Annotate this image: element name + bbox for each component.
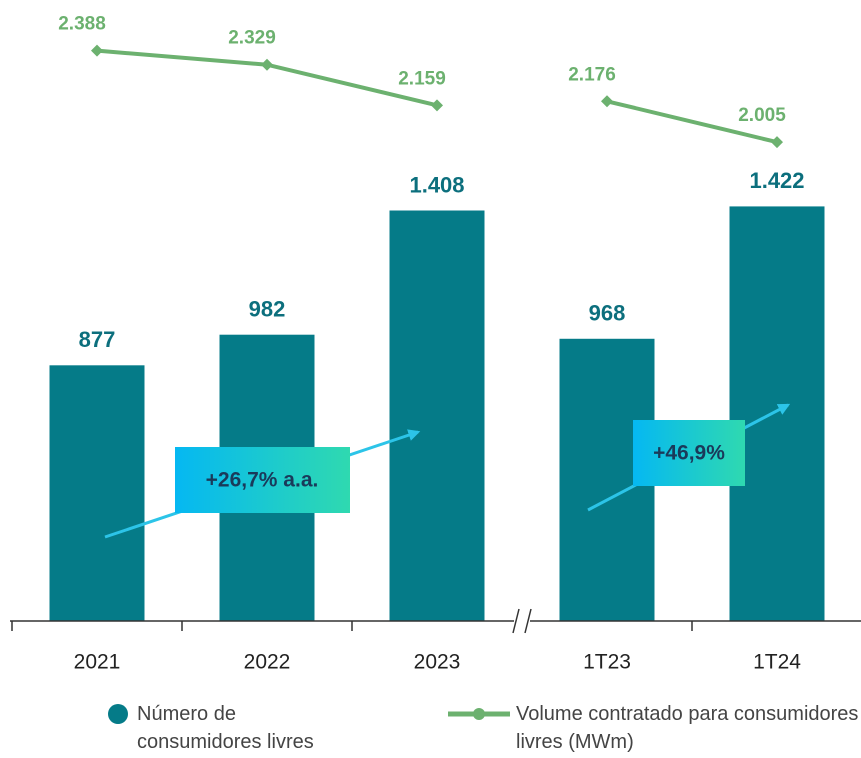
line <box>606 99 778 145</box>
annotation-box <box>175 447 350 513</box>
legend-label: Volume contratado para consumidores livr… <box>516 703 859 753</box>
line-value-label: 2.005 <box>738 105 786 126</box>
line-point <box>431 99 443 112</box>
legend-label: Número de consumidores livres <box>137 703 314 753</box>
bar-value-label: 1.422 <box>749 168 804 193</box>
axis-break <box>512 608 520 634</box>
line-value-label: 2.329 <box>228 28 276 49</box>
annotation: +26,7% a.a. <box>206 469 319 492</box>
x-tick-label: 2023 <box>414 651 461 674</box>
axis-break <box>524 608 532 634</box>
line-value-label: 2.176 <box>568 64 616 85</box>
x-tick-label: 2021 <box>74 651 121 674</box>
bar-value-label: 877 <box>79 327 116 352</box>
bar-value-label: 968 <box>589 301 626 326</box>
bar-value-label: 982 <box>249 297 286 322</box>
line-value-label: 2.159 <box>398 68 446 89</box>
annotation: +46,9% <box>653 442 725 465</box>
line-value-label: 2.388 <box>58 14 106 35</box>
bar-value-label: 1.408 <box>409 172 464 197</box>
bar <box>729 206 825 621</box>
x-tick-label: 1T24 <box>753 651 801 674</box>
line-point <box>261 58 273 71</box>
chart: +26,7% a.a. +46,9% 2021 2022 2023 1T23 1T24 8… <box>10 14 861 674</box>
x-tick-label: 2022 <box>244 651 291 674</box>
legend-marker <box>448 708 510 720</box>
bar <box>49 365 145 621</box>
line-point <box>91 44 103 57</box>
line-point <box>771 136 783 149</box>
bar <box>389 210 485 621</box>
x-tick-label: 1T23 <box>583 651 631 674</box>
annotation-box <box>633 420 745 486</box>
line-point <box>601 95 613 108</box>
legend-marker <box>108 704 128 724</box>
